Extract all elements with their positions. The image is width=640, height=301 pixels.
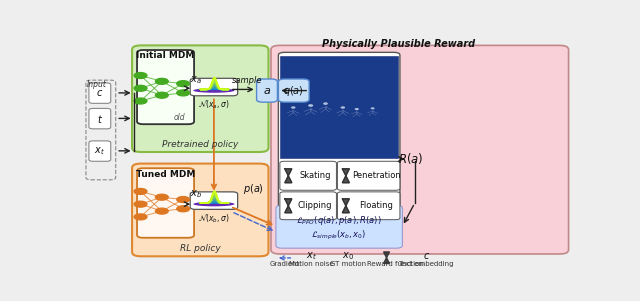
FancyBboxPatch shape — [89, 141, 111, 161]
Circle shape — [156, 194, 168, 200]
Text: $\mathcal{L}_{simple}(x_b, x_0)$: $\mathcal{L}_{simple}(x_b, x_0)$ — [312, 229, 367, 242]
Text: Gradient: Gradient — [269, 261, 300, 267]
Circle shape — [134, 98, 147, 104]
FancyBboxPatch shape — [190, 192, 237, 209]
Text: Text embedding: Text embedding — [399, 261, 454, 267]
Text: $x_a$: $x_a$ — [190, 74, 202, 86]
Ellipse shape — [308, 104, 313, 107]
Text: $a$: $a$ — [263, 85, 271, 96]
FancyBboxPatch shape — [132, 164, 269, 256]
Bar — [280, 56, 398, 158]
Circle shape — [177, 90, 189, 96]
Text: RL policy: RL policy — [180, 244, 221, 253]
FancyBboxPatch shape — [276, 205, 403, 248]
Text: Initial MDM: Initial MDM — [136, 51, 195, 60]
Circle shape — [156, 78, 168, 84]
Text: Tuned MDM: Tuned MDM — [136, 169, 195, 178]
FancyBboxPatch shape — [132, 45, 269, 152]
Circle shape — [134, 73, 147, 79]
Text: $x_b$: $x_b$ — [190, 188, 202, 200]
Text: $t$: $t$ — [97, 113, 103, 125]
FancyBboxPatch shape — [280, 161, 337, 190]
Text: sample: sample — [232, 76, 263, 85]
Ellipse shape — [371, 107, 374, 109]
Text: $\mathcal{L}_{PPO}(q(a), p(a), R(a))$: $\mathcal{L}_{PPO}(q(a), p(a), R(a))$ — [296, 214, 382, 227]
Ellipse shape — [291, 106, 296, 109]
Text: old: old — [173, 113, 185, 122]
Text: $c$: $c$ — [96, 88, 104, 98]
Polygon shape — [285, 199, 292, 213]
FancyBboxPatch shape — [190, 78, 237, 96]
Circle shape — [177, 197, 189, 203]
FancyBboxPatch shape — [271, 45, 568, 254]
Text: Pretrained policy: Pretrained policy — [162, 140, 239, 149]
Circle shape — [134, 214, 147, 220]
Circle shape — [134, 188, 147, 194]
Text: Motion noise: Motion noise — [289, 261, 334, 267]
FancyBboxPatch shape — [257, 79, 277, 102]
Text: $\mathcal{N}(x_b, \sigma)$: $\mathcal{N}(x_b, \sigma)$ — [198, 212, 230, 225]
Text: Clipping: Clipping — [298, 201, 332, 210]
FancyBboxPatch shape — [137, 50, 194, 124]
FancyBboxPatch shape — [337, 161, 400, 190]
Text: Reward function: Reward function — [367, 261, 424, 267]
FancyBboxPatch shape — [89, 83, 111, 103]
Text: Skating: Skating — [299, 171, 331, 180]
FancyBboxPatch shape — [280, 192, 337, 220]
Polygon shape — [383, 252, 390, 263]
Text: GT motion: GT motion — [330, 261, 366, 267]
Ellipse shape — [193, 202, 234, 206]
FancyBboxPatch shape — [89, 108, 111, 129]
FancyBboxPatch shape — [337, 192, 400, 220]
Ellipse shape — [323, 102, 328, 105]
Text: $c$: $c$ — [422, 251, 430, 261]
Text: $q(a)$: $q(a)$ — [284, 84, 304, 98]
Circle shape — [134, 85, 147, 91]
Ellipse shape — [340, 106, 345, 109]
Ellipse shape — [355, 108, 359, 110]
Circle shape — [177, 81, 189, 87]
Text: $p(a)$: $p(a)$ — [243, 182, 264, 196]
Polygon shape — [342, 169, 349, 183]
Polygon shape — [342, 199, 349, 213]
Circle shape — [156, 92, 168, 98]
Text: $x_0$: $x_0$ — [342, 250, 354, 262]
Text: Floating: Floating — [359, 201, 393, 210]
Ellipse shape — [193, 88, 234, 93]
FancyBboxPatch shape — [278, 79, 309, 102]
Text: Input: Input — [87, 80, 107, 89]
FancyBboxPatch shape — [278, 52, 400, 222]
Text: Penetration: Penetration — [352, 171, 401, 180]
Circle shape — [134, 201, 147, 207]
Polygon shape — [285, 169, 292, 183]
Circle shape — [177, 206, 189, 212]
Text: $\mathcal{N}(x_a, \sigma)$: $\mathcal{N}(x_a, \sigma)$ — [198, 98, 230, 111]
Text: $x_t$: $x_t$ — [95, 145, 105, 157]
Circle shape — [156, 208, 168, 214]
Text: $R(a)$: $R(a)$ — [398, 151, 424, 166]
FancyBboxPatch shape — [86, 80, 116, 180]
FancyBboxPatch shape — [137, 168, 194, 238]
Text: $x_t$: $x_t$ — [306, 250, 317, 262]
Text: Physically Plausible Reward: Physically Plausible Reward — [323, 39, 476, 49]
